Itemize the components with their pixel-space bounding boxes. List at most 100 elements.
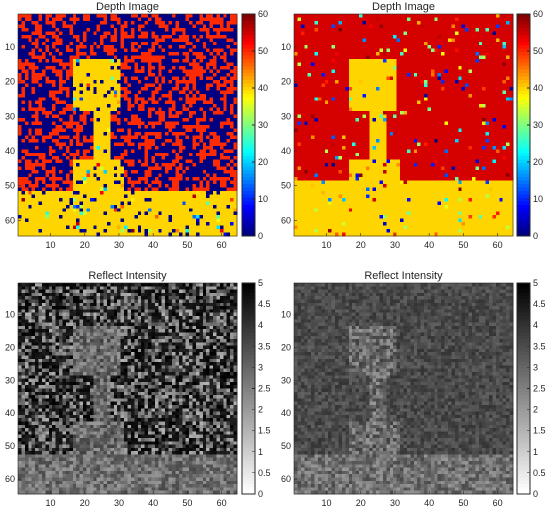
heatmap-cell [41,69,46,74]
heatmap-cell [406,34,411,39]
heatmap-cell [148,159,152,164]
heatmap-cell [21,190,26,195]
heatmap-cell [124,225,128,230]
heatmap-cell [168,52,173,56]
heatmap-cell [454,52,459,56]
heatmap-cell [168,177,173,181]
heatmap-cell [219,34,224,39]
heatmap-cell [195,163,200,167]
heatmap-cell [314,27,319,32]
heatmap-cell [79,38,84,43]
heatmap-cell [24,59,29,63]
heatmap-cell [154,17,159,22]
heatmap-cell [55,222,60,226]
heatmap-cell [117,90,121,95]
heatmap-cell [96,118,101,122]
heatmap-cell [154,27,159,32]
heatmap-cell [79,90,84,95]
heatmap-cell [144,93,149,98]
heatmap-cell [158,149,163,154]
heatmap-cell [403,52,408,56]
heatmap-cell [185,20,190,25]
heatmap-cell [18,204,22,209]
heatmap-cell [55,156,60,160]
heatmap-cell [202,128,207,133]
heatmap-cell [55,128,60,133]
heatmap-cell [335,14,339,18]
heatmap-cell [226,97,231,102]
heatmap-cell [65,190,70,195]
heatmap-cell [86,66,91,70]
heatmap-cell [376,48,380,53]
heatmap-cell [45,190,50,195]
heatmap-cell [348,20,353,25]
heatmap-cell [492,17,497,22]
heatmap-cell [100,177,104,181]
heatmap-cell [48,159,53,164]
heatmap-cell [79,52,84,56]
heatmap-cell [24,104,29,108]
heatmap-cell [376,24,380,29]
heatmap-cell [134,52,139,56]
heatmap-cell [165,20,169,25]
heatmap-cell [144,156,149,160]
heatmap-cell [213,45,217,49]
heatmap-cell [171,225,176,230]
heatmap-cell [106,204,111,209]
heatmap-cell [65,41,70,46]
heatmap-cell [192,201,197,206]
heatmap-cell [31,107,36,112]
heatmap-cell [59,72,63,77]
heatmap-cell [141,131,145,136]
heatmap-cell [154,83,159,88]
heatmap-cell [134,225,139,230]
heatmap-cell [76,38,80,43]
heatmap-cell [161,27,166,32]
heatmap-cell [209,135,214,140]
heatmap-cell [168,145,173,150]
heatmap-cell [199,138,204,143]
heatmap-cell [31,93,36,98]
colorbar-segment [242,142,255,147]
heatmap-cell [202,83,207,88]
heatmap-cell [134,14,139,18]
heatmap-cell [89,52,94,56]
heatmap-cell [230,190,234,195]
heatmap-cell [206,118,210,122]
heatmap-cell [72,197,77,202]
heatmap-cell [307,45,312,49]
heatmap-cell [492,24,497,29]
heatmap-cell [434,14,439,18]
heatmap-cell [223,55,228,60]
heatmap-cell [83,45,87,49]
heatmap-cell [148,100,152,105]
heatmap-cell [141,166,145,171]
heatmap-cell [76,149,80,154]
heatmap-cell [31,194,36,199]
heatmap-cell [154,31,159,36]
heatmap-cell [28,93,32,98]
heatmap-cell [192,149,197,154]
heatmap-cell [345,41,350,46]
heatmap-cell [233,229,238,233]
heatmap-cell [321,34,326,39]
heatmap-cell [345,52,350,56]
heatmap-cell [386,34,391,39]
heatmap-cell [45,86,50,91]
heatmap-cell [21,48,26,53]
heatmap-cell [38,76,43,81]
heatmap-cell [113,218,118,223]
heatmap-cell [369,48,373,53]
heatmap-cell [444,31,449,36]
heatmap-cell [158,180,163,185]
heatmap-cell [165,41,169,46]
heatmap-cell [300,41,305,46]
heatmap-cell [189,128,193,133]
heatmap-cell [213,128,217,133]
heatmap-cell [441,41,445,46]
heatmap-cell [89,208,94,213]
heatmap-cell [65,118,70,122]
heatmap-cell [93,135,97,140]
heatmap-cell [482,34,486,39]
heatmap-cell [38,208,43,213]
